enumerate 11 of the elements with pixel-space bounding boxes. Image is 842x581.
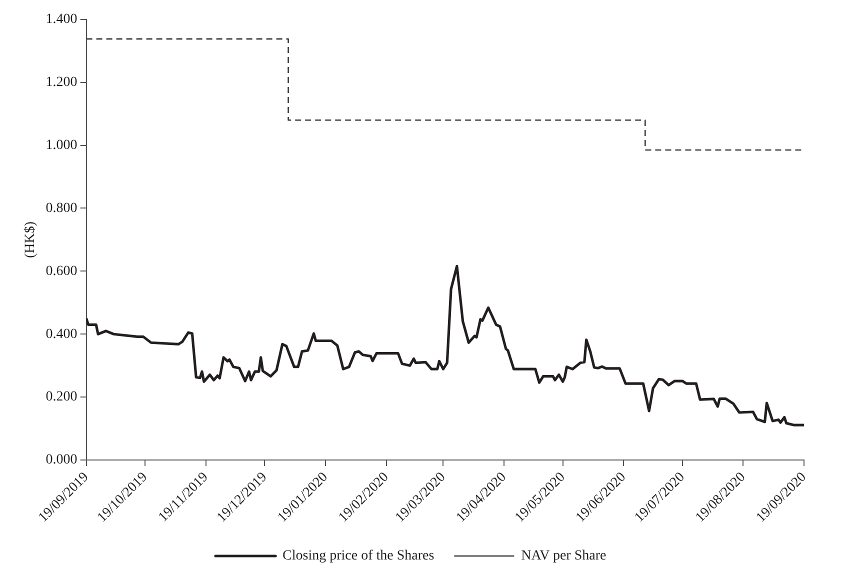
y-tick-label: 0.000: [46, 452, 78, 468]
legend-label: Closing price of the Shares: [282, 548, 434, 564]
y-tick-label: 0.400: [46, 326, 78, 342]
y-tick-label: 0.600: [46, 264, 78, 279]
y-tick-label: 1.400: [46, 12, 78, 28]
y-tick-label: 1.200: [46, 75, 78, 90]
y-tick-label: 0.800: [46, 200, 78, 216]
legend-label: NAV per Share: [521, 548, 606, 564]
y-axis-title: (HK$): [23, 221, 38, 258]
y-tick-label: 1.000: [46, 138, 78, 153]
y-tick-label: 0.200: [46, 390, 78, 405]
